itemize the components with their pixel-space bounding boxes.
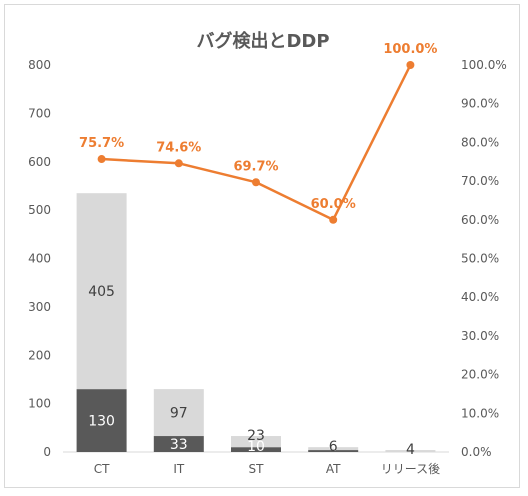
right-tick-label: 0.0% (461, 445, 492, 459)
ddp-line-path (101, 64, 412, 222)
bar-value-label: 97 (170, 406, 188, 422)
ddp-labels: 75.7% 74.6% 69.7% 60.0% 100.0% (79, 42, 437, 212)
ddp-line (97, 61, 415, 224)
left-tick-label: 0 (43, 445, 51, 459)
bar-value-label: 4 (406, 442, 415, 458)
bar-segment (76, 389, 127, 452)
category-label: IT (173, 462, 185, 476)
ddp-value-label: 100.0% (383, 42, 437, 57)
ddp-combo-chart: バグ検出とDDP 0 100 200 300 400 500 600 700 800 0.0% 1… (28, 30, 507, 476)
category-label: CT (94, 462, 110, 476)
right-y-axis: 0.0% 10.0% 20.0% 30.0% 40.0% 50.0% 60.0% 70.0% 8… (461, 58, 507, 459)
left-y-axis: 0 100 200 300 400 500 600 700 800 (28, 58, 51, 459)
right-tick-label: 20.0% (461, 368, 499, 382)
left-tick-label: 100 (28, 397, 51, 411)
bar-segment (308, 450, 359, 452)
bar-segment (231, 436, 281, 448)
right-tick-label: 100.0% (461, 58, 507, 72)
left-tick-label: 700 (28, 106, 51, 120)
ddp-value-label: 60.0% (311, 197, 356, 212)
left-tick-label: 400 (28, 252, 51, 266)
category-label: AT (326, 462, 341, 476)
bar-segment (153, 436, 204, 452)
ddp-value-label: 69.7% (233, 159, 278, 174)
ddp-value-label: 75.7% (79, 136, 124, 151)
category-label: リリース後 (381, 462, 440, 476)
left-tick-label: 200 (28, 348, 51, 362)
bar-value-label: 6 (329, 439, 338, 455)
ddp-point (252, 178, 260, 187)
right-tick-label: 10.0% (461, 406, 499, 420)
ddp-point (406, 61, 415, 69)
right-tick-label: 70.0% (461, 174, 499, 188)
bar-segment (153, 389, 204, 437)
left-tick-label: 600 (28, 155, 51, 169)
ddp-point (329, 215, 338, 224)
right-tick-label: 80.0% (461, 135, 499, 149)
bar-value-label: 33 (170, 437, 188, 453)
bar-value-label: 10 (247, 439, 265, 455)
x-axis: CT IT ST AT リリース後 (63, 451, 449, 476)
bar-value-label: 23 (247, 428, 265, 444)
right-tick-label: 60.0% (461, 213, 499, 227)
bar-segment (231, 447, 281, 452)
right-tick-label: 90.0% (461, 97, 499, 111)
left-tick-label: 800 (28, 58, 51, 72)
left-tick-label: 500 (28, 203, 51, 217)
right-tick-label: 40.0% (461, 290, 499, 304)
chart-title: バグ検出とDDP (196, 30, 329, 52)
right-tick-label: 30.0% (461, 329, 499, 343)
bar-value-label: 4 (329, 439, 338, 455)
ddp-point (97, 155, 106, 164)
category-label: ST (249, 462, 265, 476)
right-tick-label: 50.0% (461, 252, 499, 266)
stacked-bars (76, 193, 436, 452)
ddp-value-label: 74.6% (156, 140, 201, 155)
ddp-point (174, 159, 183, 168)
bar-segment (308, 447, 359, 451)
bar-value-label: 405 (88, 284, 115, 300)
bar-segment (76, 193, 127, 390)
bar-value-label: 130 (88, 414, 115, 430)
chart-frame: バグ検出とDDP 0 100 200 300 400 500 600 700 800 0.0% 1… (4, 4, 520, 488)
bar-segment (385, 450, 436, 452)
left-tick-label: 300 (28, 300, 51, 314)
